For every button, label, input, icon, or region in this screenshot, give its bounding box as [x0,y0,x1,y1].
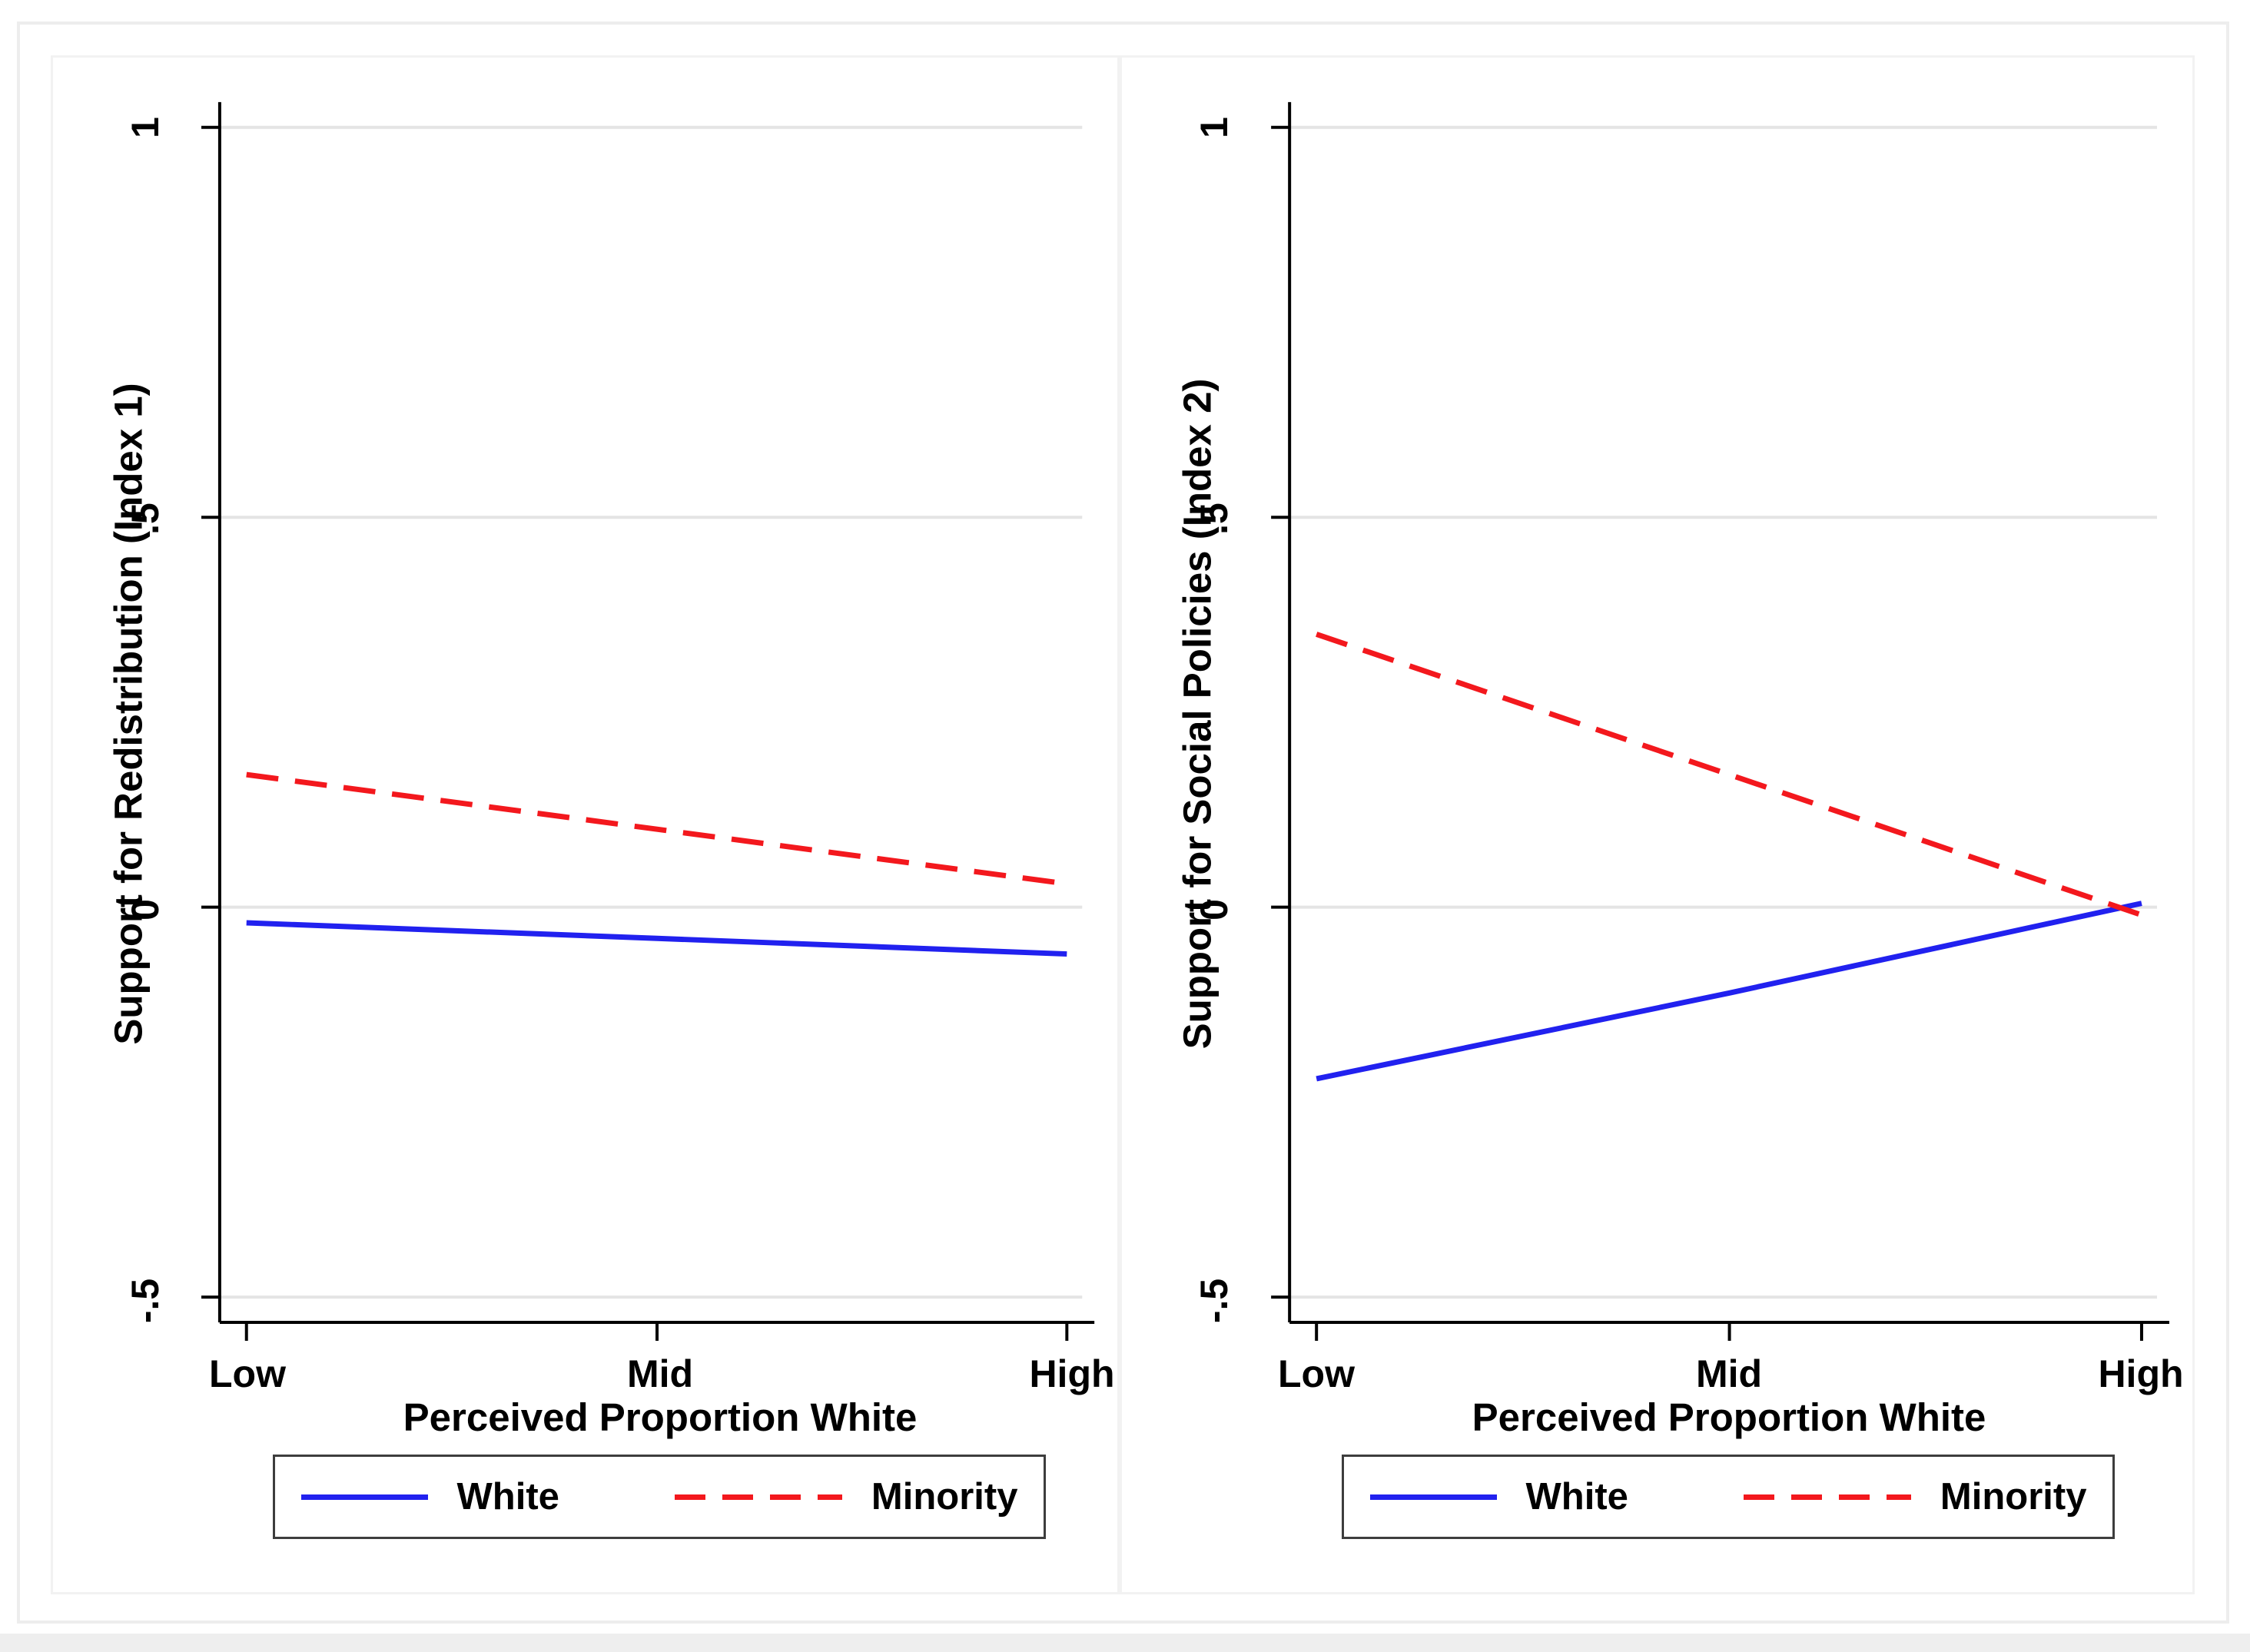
legend-entry: White [300,1475,559,1518]
x-tick-label: High [2098,1352,2184,1395]
legend-entry: White [1369,1475,1628,1518]
x-tick-label: High [1029,1352,1115,1395]
legend-label: Minority [871,1476,1018,1518]
plot-area-redistribution [201,101,1095,1341]
y-tick-label: 0 [1193,899,1236,921]
minority-series-line [246,771,1067,887]
plot-area-social-policies [1271,101,2169,1341]
y-tick-label: .5 [1193,503,1236,535]
dashed-line-sample [1743,1494,1911,1500]
y-tick-label: .5 [124,503,167,535]
y-tick-label: -.5 [1193,1278,1236,1324]
y-tick-label: 1 [1193,117,1236,138]
legend: White Minority [1342,1455,2115,1539]
y-tick-label: 1 [124,117,167,138]
legend-label: White [1525,1476,1628,1518]
legend-entry: Minority [674,1475,1018,1518]
dashed-line-sample [674,1494,842,1500]
panel-redistribution: Support for Redistribution (Index 1) Per… [51,55,1120,1594]
x-tick-label: Low [1278,1352,1355,1395]
legend: White Minority [273,1455,1046,1539]
x-tick-label: Low [209,1352,286,1395]
y-tick-label: -.5 [124,1278,167,1324]
white-series-line [1316,901,2142,1082]
solid-line-sample [300,1494,428,1500]
legend-label: White [456,1476,559,1518]
legend-label: Minority [1940,1476,2087,1518]
x-axis-title: Perceived Proportion White [1472,1395,1986,1439]
x-axis-title: Perceived Proportion White [403,1395,918,1439]
y-tick-label: 0 [124,899,167,921]
x-tick-label: Mid [626,1352,694,1395]
page-background-strip [0,1634,2250,1652]
minority-series-line [1316,632,2143,918]
x-tick-label: Mid [1695,1352,1763,1395]
solid-line-sample [1369,1494,1497,1500]
y-axis-title: Support for Redistribution (Index 1) [106,383,151,1045]
legend-entry: Minority [1743,1475,2087,1518]
panel-social-policies: Support for Social Policies (Index 2) Pe… [1120,55,2195,1594]
white-series-line [246,920,1067,957]
y-axis-title: Support for Social Policies (Index 2) [1175,378,1220,1050]
